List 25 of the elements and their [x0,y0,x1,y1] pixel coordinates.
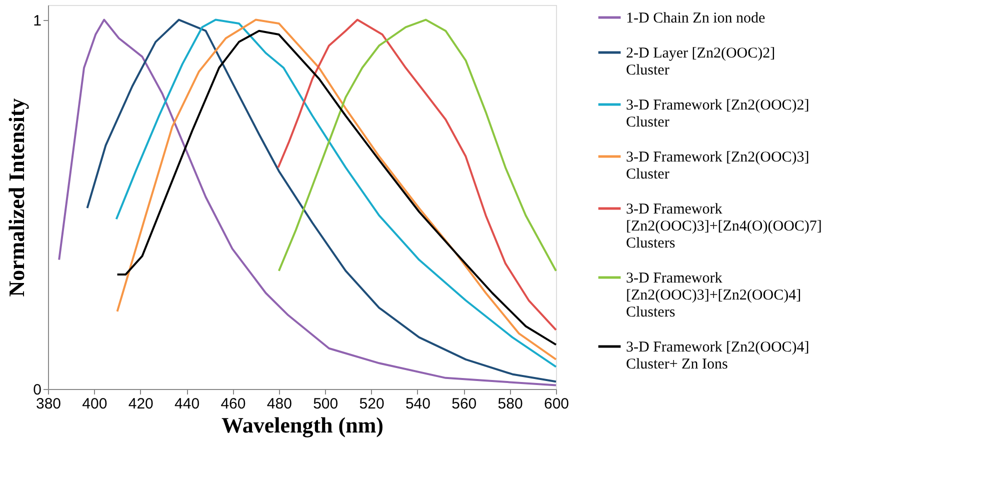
x-tick-label: 480 [266,396,292,412]
x-tick-label: 540 [405,396,430,412]
line-series [277,18,557,331]
x-tick-label: 600 [544,396,570,412]
y-tick-label: 0 [33,382,42,398]
x-axis-title: Wavelength (nm) [222,412,384,438]
x-tick-label: 520 [359,396,384,412]
y-tick-label: 1 [33,12,42,30]
legend-label: 3-D Framework [Zn2(OOC)3] Cluster [626,150,810,182]
x-tick-label: 440 [174,396,200,412]
x-tick-label: 560 [452,396,477,412]
legend-label: 1-D Chain Zn ion node [626,10,766,26]
x-tick-label: 460 [220,396,246,412]
x-tick-label: 380 [36,396,62,412]
x-tick-label: 580 [498,396,523,412]
line-series [278,18,557,272]
legend-label: 3-D Framework [Zn2(OOC)3]+[Zn4(O)(OOC)7] Clusters [626,202,822,252]
x-tick-label: 400 [82,396,108,412]
x-tick-label: 420 [128,396,154,412]
x-tick-label: 500 [313,396,338,412]
legend-label: 2-D Layer [Zn2(OOC)2] Cluster [626,46,776,78]
y-axis-title: Normalized Intensity [4,98,30,297]
legend-label: 3-D Framework [Zn2(OOC)4] Cluster+ Zn Ions [626,340,810,372]
legend-label: 3-D Framework [Zn2(OOC)2] Cluster [626,98,810,130]
legend-label: 3-D Framework [Zn2(OOC)3]+[Zn2(OOC)4] Clusters [626,270,802,320]
